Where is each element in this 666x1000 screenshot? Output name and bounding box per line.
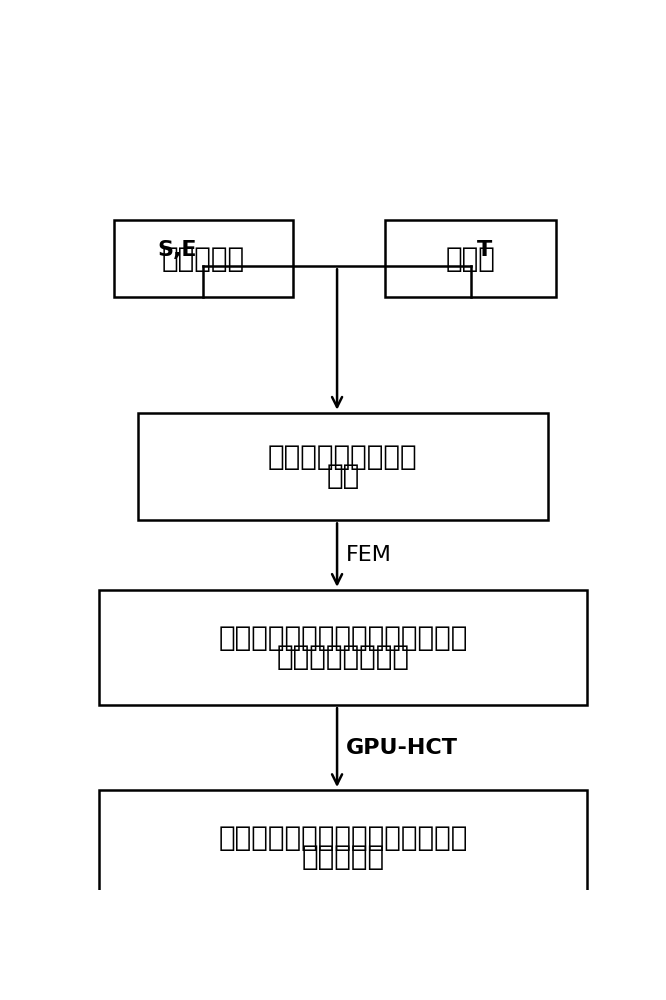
Text: 温度场: 温度场 [446, 245, 496, 273]
Text: 压电物理场: 压电物理场 [162, 245, 245, 273]
Text: S,E: S,E [158, 240, 197, 260]
Bar [137, 413, 548, 520]
Text: 耦合温度场的压电物: 耦合温度场的压电物 [268, 443, 418, 471]
Text: FEM: FEM [346, 545, 392, 565]
Bar [99, 790, 587, 905]
Text: 器频响特性: 器频响特性 [301, 843, 384, 871]
Text: 指结构有限元模型: 指结构有限元模型 [276, 643, 410, 671]
Bar [99, 590, 587, 705]
Bar [115, 220, 292, 297]
Text: 多物理场耦合的声表面波谐振器单: 多物理场耦合的声表面波谐振器单 [218, 624, 468, 652]
Text: T: T [477, 240, 492, 260]
Text: 不同温度场作用的有限长结构谐振: 不同温度场作用的有限长结构谐振 [218, 824, 468, 852]
Text: GPU-HCT: GPU-HCT [346, 738, 458, 758]
Text: 理场: 理场 [326, 462, 360, 490]
Bar [386, 220, 556, 297]
